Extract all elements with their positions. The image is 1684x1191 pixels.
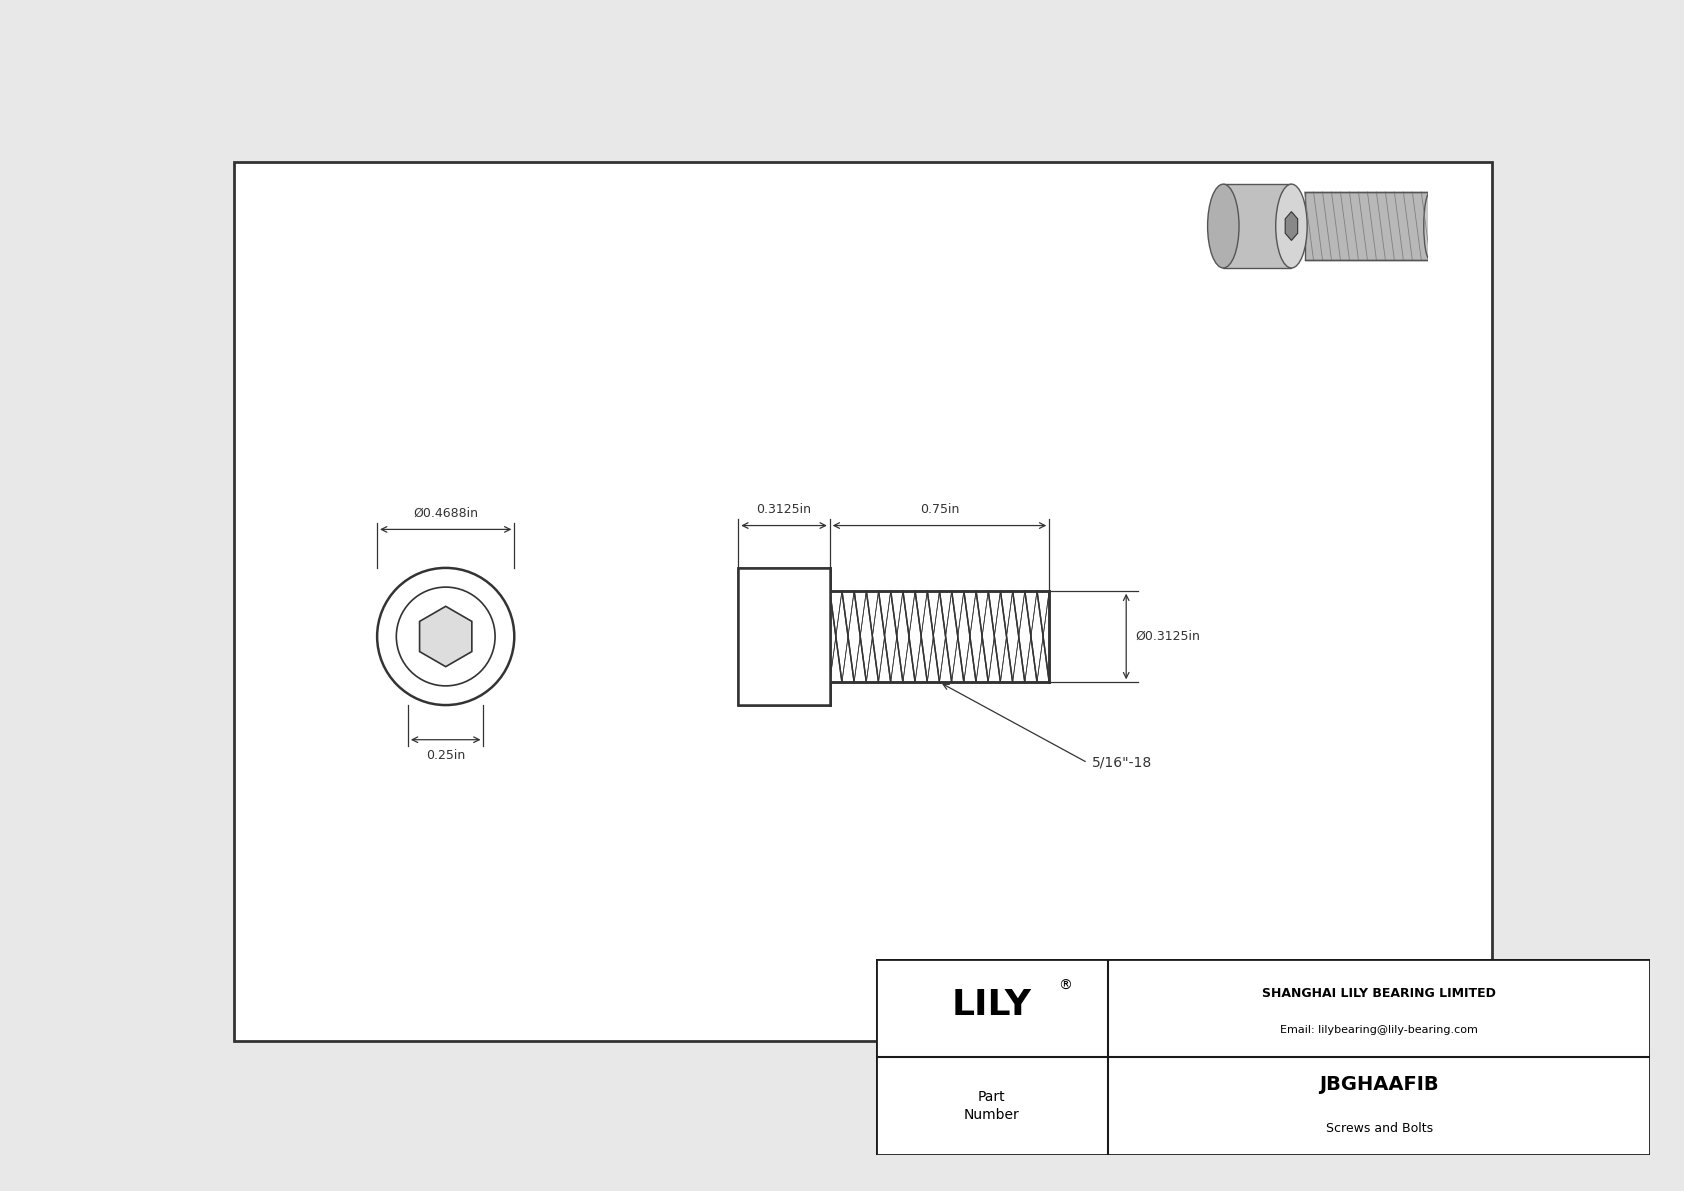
- Ellipse shape: [1276, 185, 1307, 268]
- Text: 5/16"-18: 5/16"-18: [1091, 756, 1152, 769]
- Text: ®: ®: [1059, 979, 1073, 993]
- Bar: [738, 568, 830, 705]
- Text: Ø0.3125in: Ø0.3125in: [1135, 630, 1201, 643]
- Ellipse shape: [1207, 185, 1239, 268]
- Text: Part
Number: Part Number: [963, 1090, 1021, 1122]
- Polygon shape: [419, 606, 472, 667]
- Text: Ø0.4688in: Ø0.4688in: [413, 507, 478, 520]
- Polygon shape: [1285, 212, 1298, 241]
- Bar: [1223, 185, 1292, 268]
- Text: Email: lilybearing@lily-bearing.com: Email: lilybearing@lily-bearing.com: [1280, 1025, 1479, 1035]
- Text: LILY: LILY: [951, 989, 1032, 1022]
- Text: SHANGHAI LILY BEARING LIMITED: SHANGHAI LILY BEARING LIMITED: [1263, 986, 1495, 999]
- Text: Screws and Bolts: Screws and Bolts: [1325, 1122, 1433, 1135]
- Ellipse shape: [1423, 192, 1436, 260]
- Text: JBGHAAFIB: JBGHAAFIB: [1319, 1074, 1440, 1093]
- Text: 0.3125in: 0.3125in: [756, 504, 812, 517]
- Text: 0.75in: 0.75in: [919, 504, 960, 517]
- Circle shape: [396, 587, 495, 686]
- Bar: [1305, 192, 1430, 260]
- Circle shape: [377, 568, 514, 705]
- Text: 0.25in: 0.25in: [426, 749, 465, 762]
- Bar: [830, 591, 1049, 682]
- Bar: [738, 568, 830, 705]
